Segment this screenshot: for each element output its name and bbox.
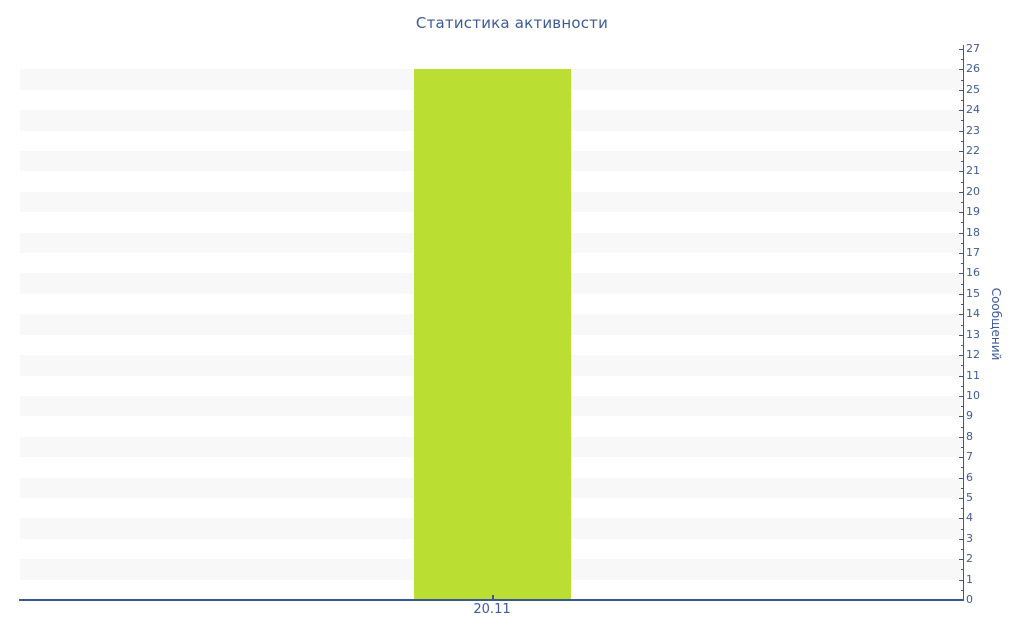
y-tick-label: 13 [966,327,980,341]
y-minor-tick [961,386,963,387]
y-axis-title: Сообщений [989,287,1003,361]
y-major-tick [959,192,963,193]
y-tick-label: 22 [966,144,980,158]
y-tick-label: 8 [966,429,973,443]
x-category-tick [491,595,494,599]
y-tick-label: 19 [966,205,980,219]
y-tick-label: 27 [966,42,980,55]
y-minor-tick [961,569,963,570]
chart-title: Статистика активности [415,14,609,32]
y-tick-label: 18 [966,225,980,239]
y-minor-tick [961,345,963,346]
y-major-tick [959,396,963,397]
y-minor-tick [961,243,963,244]
y-minor-tick [961,447,963,448]
y-minor-tick [961,263,963,264]
y-major-tick [959,416,963,417]
x-axis-line [19,599,964,601]
y-tick-label: 21 [966,164,980,178]
y-tick-label: 9 [966,409,973,423]
y-minor-tick [961,80,963,81]
y-major-tick [959,437,963,438]
y-minor-tick [961,406,963,407]
y-tick-label: 6 [966,470,973,484]
y-tick-label: 14 [966,307,980,321]
y-major-tick [959,69,963,70]
y-tick-label: 26 [966,62,980,76]
y-major-tick [959,171,963,172]
y-major-tick [959,335,963,336]
y-tick-label: 4 [966,511,973,525]
y-minor-tick [961,508,963,509]
y-tick-label: 20 [966,184,980,198]
y-major-tick [959,273,963,274]
y-minor-tick [961,182,963,183]
y-tick-label: 15 [966,286,980,300]
y-minor-tick [961,222,963,223]
y-major-tick [959,580,963,581]
y-tick-label: 11 [966,368,980,382]
y-minor-tick [961,304,963,305]
y-major-tick [959,151,963,152]
y-minor-tick [961,590,963,591]
y-minor-tick [961,427,963,428]
y-axis-line [963,45,964,601]
y-tick-label: 16 [966,266,980,280]
y-major-tick [959,376,963,377]
y-major-tick [959,457,963,458]
y-tick-label: 5 [966,490,973,504]
y-tick-label: 1 [966,572,973,586]
y-minor-tick [961,100,963,101]
x-axis-tick-label: 20.11 [473,602,511,617]
y-tick-label: 17 [966,246,980,260]
y-major-tick [959,90,963,91]
y-tick-label: 24 [966,103,980,117]
y-major-tick [959,314,963,315]
y-minor-tick [961,161,963,162]
y-minor-tick [961,365,963,366]
y-minor-tick [961,141,963,142]
y-tick-label: 25 [966,82,980,96]
y-minor-tick [961,284,963,285]
y-minor-tick [961,529,963,530]
y-tick-label: 7 [966,450,973,464]
y-major-tick [959,478,963,479]
y-major-tick [959,49,963,50]
y-minor-tick [961,120,963,121]
y-major-tick [959,294,963,295]
y-tick-label: 2 [966,552,973,566]
y-major-tick [959,233,963,234]
y-major-tick [959,498,963,499]
y-minor-tick [961,467,963,468]
y-minor-tick [961,325,963,326]
y-major-tick [959,539,963,540]
y-minor-tick [961,488,963,489]
y-major-tick [959,600,963,601]
y-tick-label: 10 [966,388,980,402]
y-major-tick [959,518,963,519]
y-major-tick [959,212,963,213]
y-tick-label: 0 [966,593,973,606]
y-major-tick [959,110,963,111]
y-minor-tick [961,59,963,60]
y-major-tick [959,131,963,132]
y-tick-label: 3 [966,531,973,545]
y-minor-tick [961,549,963,550]
y-minor-tick [961,202,963,203]
y-major-tick [959,253,963,254]
y-major-tick [959,355,963,356]
bar-20.11[interactable] [414,69,571,600]
y-tick-label: 23 [966,123,980,137]
y-major-tick [959,559,963,560]
y-tick-label: 12 [966,348,980,362]
